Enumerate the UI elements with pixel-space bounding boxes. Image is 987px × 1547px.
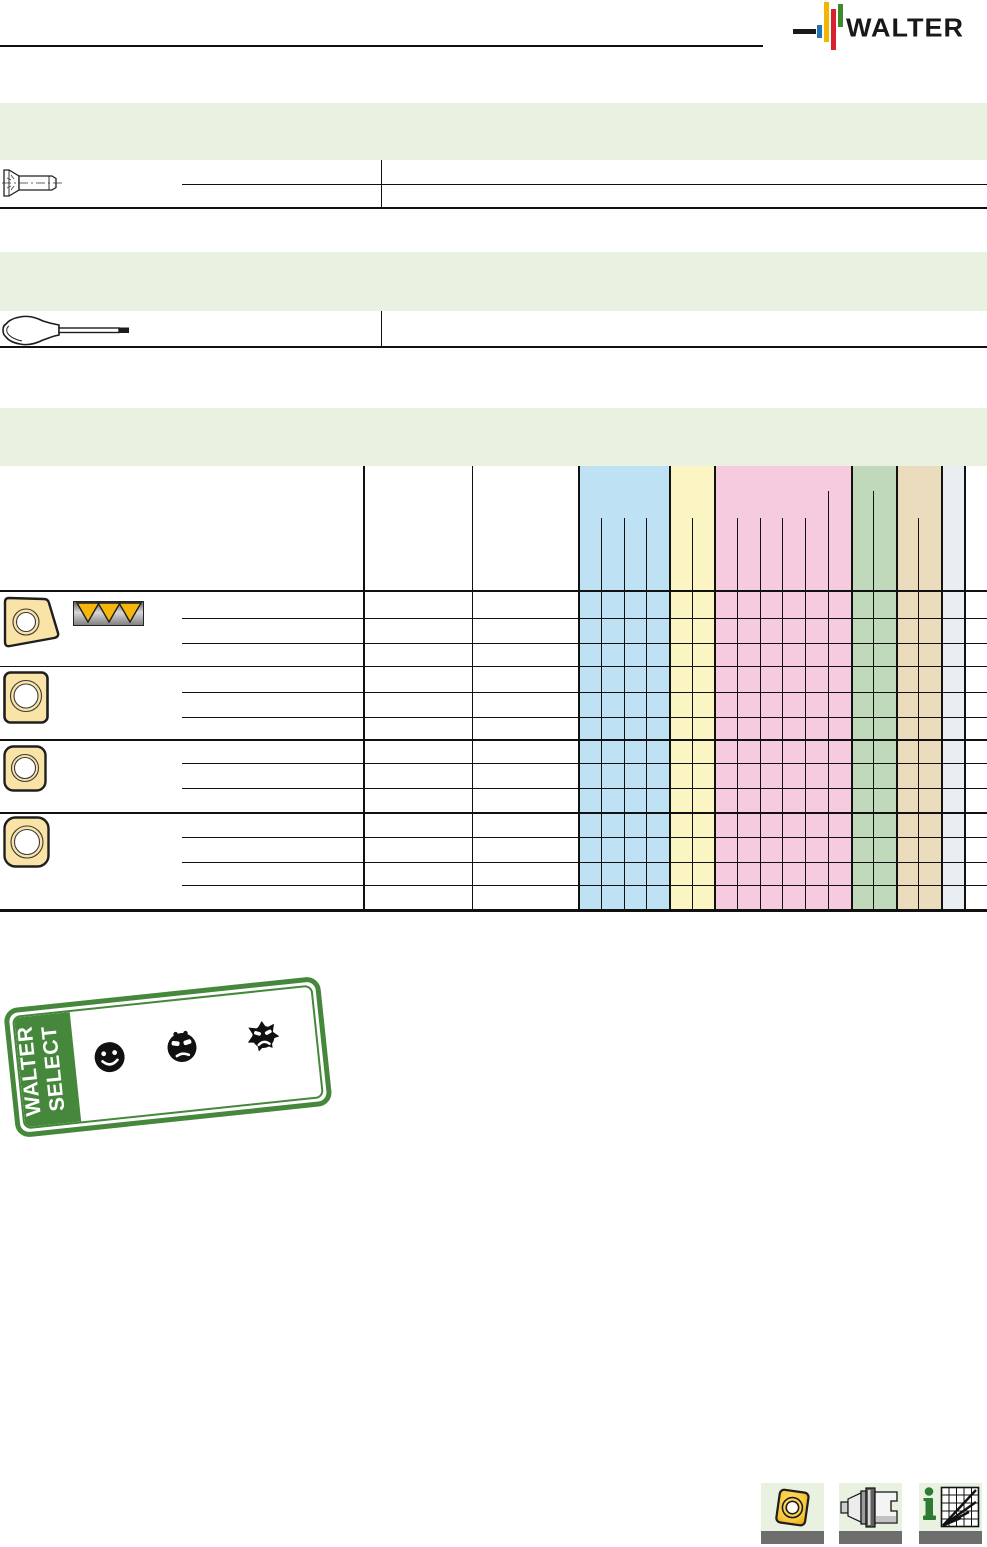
grid-vline [692,518,694,909]
key-table-divider [381,311,383,347]
grid-vline [782,518,784,909]
neutral-face-icon [167,1030,197,1062]
grid-vline [760,518,762,909]
logo-blue-bar [817,25,822,38]
grid-vline [873,491,875,909]
grid-hline [182,763,987,765]
logo-wordmark: WALTER [846,13,964,43]
grid-vline [737,518,739,909]
info-tile-bar [919,1531,982,1544]
grid-hline [0,812,987,815]
grid-hline [182,692,987,694]
grid-hline [0,739,987,742]
adapter-icon [840,1487,898,1528]
logo-yellow-bar [824,2,829,42]
square-insert-icon [3,671,49,724]
info-chart-icon [923,1486,980,1528]
grid-vline [714,466,716,909]
grid-vline [601,518,603,909]
logo-dash [793,29,816,34]
adapter-tile-bar [839,1531,902,1544]
logo-red-bar [831,9,836,50]
grid-hline [182,788,987,790]
grid-hline [0,666,987,668]
grid-hline [182,643,987,645]
trigon-thread-insert-icon [3,596,60,648]
grid-vline [851,466,853,909]
spare-part-screw-band [0,103,987,160]
grid-hline [0,909,987,912]
grid-hline [0,590,987,592]
square-insert-icon [3,816,50,868]
screw-table-midline [182,184,987,186]
happy-face-icon [94,1042,125,1073]
grid-vline [964,466,966,909]
grid-vline [896,466,898,909]
grid-hline [182,717,987,719]
walter-select-stamp: WALTER SELECT [3,975,333,1139]
grid-hline [182,618,987,620]
spare-part-key-band [0,252,987,311]
square-insert-icon [3,745,47,792]
gray-blue-column [941,466,964,909]
grid-vline [828,491,830,909]
thread-profile-icon [73,601,144,626]
grid-vline [624,518,626,909]
grid-hline [182,862,987,864]
yellow-column [669,466,714,909]
insert-tile-bar [761,1531,824,1544]
info-tile [919,1483,982,1531]
insert-icon [775,1488,810,1527]
screw-table-bottom [0,206,987,209]
grid-vline [918,518,920,909]
header-rule [0,45,763,47]
grid-vline [363,466,365,909]
torx-screwdriver-icon [2,315,129,346]
grid-vline [646,518,648,909]
logo-green-bar [838,4,843,27]
key-table-bottom [0,345,987,348]
grid-vline [472,466,473,909]
torx-screw-icon [2,169,62,197]
grid-vline [578,466,580,909]
grid-hline [182,885,987,887]
light-blue-column [578,466,669,909]
grid-vline [941,466,943,909]
insert-tile [761,1483,824,1531]
grid-hline [182,837,987,839]
angry-face-icon [247,1021,280,1052]
grid-vline [805,518,807,909]
grid-vline [669,466,671,909]
cutting-table-band [0,408,987,466]
adapter-tile [839,1483,902,1531]
